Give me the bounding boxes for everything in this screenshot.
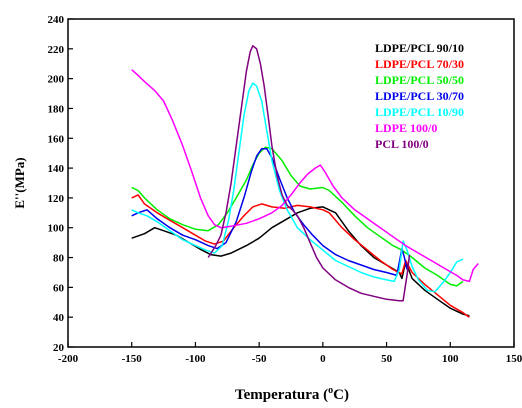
y-tick-label: 200 (48, 74, 65, 86)
y-tick-label: 20 (53, 342, 65, 354)
x-axis-title: Temperatura (oC) (235, 385, 349, 403)
legend-entry-3: LDPE/PCL 50/50 (375, 73, 464, 87)
y-tick-label: 240 (48, 14, 65, 26)
x-tick-label: 150 (506, 353, 522, 365)
legend-entry-2: LDPE/PCL 70/30 (375, 57, 464, 71)
legend: LDPE/PCL 90/10 LDPE/PCL 70/30 LDPE/PCL 50/… (375, 41, 464, 151)
y-tick-label: 100 (48, 223, 65, 235)
x-axis-title-text: Temperatura ( (235, 387, 328, 403)
y-axis-title: E''(MPa) (12, 157, 27, 208)
x-tick-label: 50 (381, 353, 393, 365)
legend-entry-1: LDPE/PCL 90/10 (375, 41, 464, 55)
x-tick-label: -50 (252, 353, 267, 365)
plot-frame (67, 18, 515, 348)
x-tick-label: 0 (320, 353, 326, 365)
x-tick-label: 100 (442, 353, 459, 365)
legend-entry-7: PCL 100/0 (375, 137, 429, 151)
y-tick-label: 180 (48, 103, 65, 115)
legend-entry-6: LDPE 100/0 (375, 121, 437, 135)
y-tick-label: 60 (53, 282, 65, 294)
series-line-5 (131, 82, 464, 293)
y-tick-label: 140 (48, 163, 65, 175)
series-line-7 (207, 45, 411, 302)
legend-entry-4: LDPE/PCL 30/70 (375, 89, 464, 103)
x-tick-label: -100 (185, 353, 206, 365)
series-line-2 (131, 194, 470, 318)
x-tick-label: -150 (122, 353, 143, 365)
x-axis-title-sup: o (328, 385, 333, 396)
y-tick-label: 40 (53, 312, 65, 324)
y-tick-label: 160 (48, 133, 65, 145)
y-tick-label: 80 (53, 253, 65, 265)
y-tick-label: 120 (48, 193, 65, 205)
series-line-6 (131, 69, 479, 283)
series-line-3 (131, 146, 464, 287)
x-axis-title-unit: C) (333, 387, 349, 403)
axis-ticks: -200 -150 -100 -50 0 50 100 150 20 40 60 80 100 120 14… (48, 14, 522, 365)
series-lines (131, 45, 479, 318)
series-line-4 (131, 147, 408, 277)
x-tick-label: -200 (58, 353, 79, 365)
legend-entry-5: LDPE/PCL 10/90 (375, 105, 464, 119)
y-tick-label: 220 (48, 44, 65, 56)
